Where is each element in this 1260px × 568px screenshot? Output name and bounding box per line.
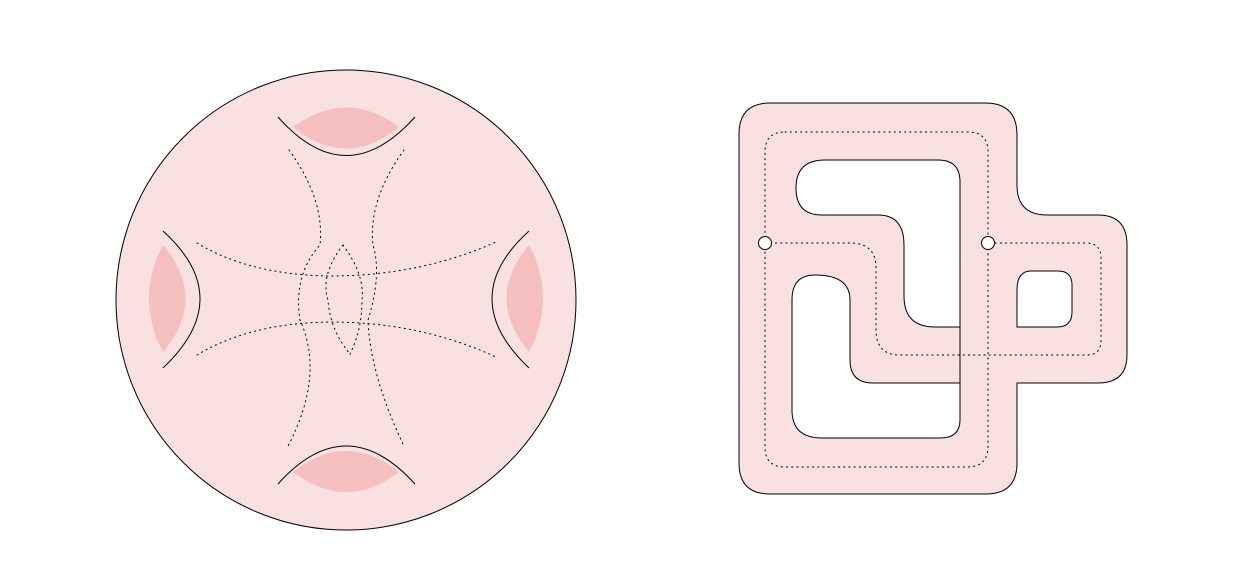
- big-disk: [115, 69, 577, 531]
- left-figure: [115, 69, 577, 531]
- small-hole: [1016, 270, 1073, 328]
- left-arc: [162, 230, 201, 369]
- bottom-cap: [293, 451, 399, 492]
- right-arc: [491, 230, 530, 369]
- bottom-arc: [277, 445, 416, 485]
- top-cap: [293, 107, 399, 149]
- left-cap: [149, 245, 186, 352]
- right-cap: [506, 245, 543, 352]
- marker-dot-left: [758, 236, 772, 250]
- right-figure: [738, 102, 1128, 495]
- left-dotted-curves: [196, 149, 497, 447]
- right-dotted-curves: [764, 131, 1102, 468]
- top-arc: [277, 116, 416, 156]
- marker-dot-right: [981, 236, 995, 250]
